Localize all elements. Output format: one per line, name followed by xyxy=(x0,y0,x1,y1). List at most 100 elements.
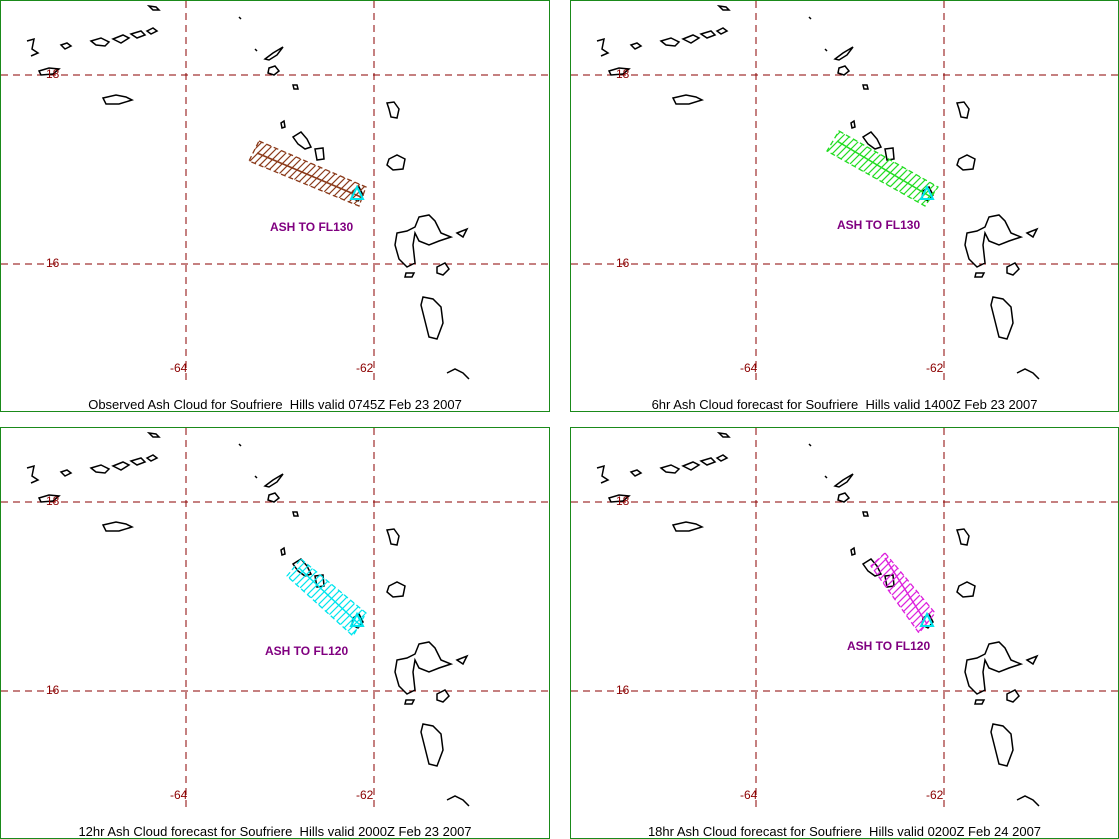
island-outline xyxy=(455,654,469,666)
island-outline xyxy=(596,464,610,484)
island-outline xyxy=(37,67,61,76)
panel-caption: 18hr Ash Cloud forecast for Soufriere Hi… xyxy=(647,824,1042,839)
island-outline xyxy=(129,30,147,39)
island-outline xyxy=(681,461,701,471)
volcano-icon xyxy=(919,611,935,627)
ash-cloud-hatching xyxy=(871,553,935,633)
lat-label-16: 16 xyxy=(46,683,60,697)
island-outline xyxy=(89,464,111,474)
island-outline xyxy=(292,511,299,517)
island-outline xyxy=(808,443,812,447)
island-outline xyxy=(292,84,299,90)
island-outline xyxy=(314,147,325,161)
lat-label-18: 18 xyxy=(46,67,60,81)
island-outline xyxy=(862,511,869,517)
lat-label-16: 16 xyxy=(46,256,60,270)
island-outline xyxy=(964,641,1024,695)
island-outline xyxy=(833,46,854,61)
island-outline xyxy=(671,94,705,105)
island-outline xyxy=(990,723,1014,767)
island-outline xyxy=(420,723,444,767)
lat-label-18: 18 xyxy=(616,494,630,508)
island-outline xyxy=(386,154,406,171)
island-outline xyxy=(1016,795,1040,807)
island-outline xyxy=(833,473,854,488)
island-outline xyxy=(26,37,40,57)
island-outline xyxy=(386,101,400,119)
island-outline xyxy=(436,262,450,276)
island-outline xyxy=(862,84,869,90)
island-outline xyxy=(111,461,131,471)
island-outline xyxy=(436,689,450,703)
island-outline xyxy=(254,48,258,52)
lon-label-62: -62 xyxy=(926,788,944,802)
map-canvas xyxy=(1,428,549,808)
panel-caption: Observed Ash Cloud for Soufriere Hills v… xyxy=(88,397,462,412)
island-outline xyxy=(386,528,400,546)
ash-cloud-hatching xyxy=(287,559,366,636)
lon-label-62: -62 xyxy=(926,361,944,375)
volcano-icon xyxy=(349,184,365,200)
ash-altitude-label: ASH TO FL120 xyxy=(265,644,349,658)
ash-altitude-label: ASH TO FL130 xyxy=(837,218,921,232)
island-outline xyxy=(404,699,416,705)
ash-cloud-outline xyxy=(826,130,939,207)
island-outline xyxy=(808,16,812,20)
panel-caption: 12hr Ash Cloud forecast for Soufriere Hi… xyxy=(78,824,472,839)
ash-cloud xyxy=(870,552,936,635)
island-outline xyxy=(596,37,610,57)
island-outline xyxy=(238,443,242,447)
lon-label-64: -64 xyxy=(740,361,758,375)
island-outline xyxy=(659,464,681,474)
map-canvas xyxy=(1,1,549,381)
island-outline xyxy=(446,795,470,807)
island-outline xyxy=(394,641,454,695)
island-outline xyxy=(990,296,1014,340)
island-outline xyxy=(956,154,976,171)
ash-cloud-outline xyxy=(286,558,367,638)
lon-label-62: -62 xyxy=(356,788,374,802)
island-outline xyxy=(267,492,281,503)
island-outline xyxy=(629,469,643,477)
island-outline xyxy=(964,214,1024,268)
island-outline xyxy=(974,699,986,705)
island-outline xyxy=(254,475,258,479)
island-outline xyxy=(974,272,986,278)
ash-cloud-axis xyxy=(884,557,928,625)
lat-label-16: 16 xyxy=(616,256,630,270)
island-outline xyxy=(455,227,469,239)
island-outline xyxy=(681,34,701,44)
island-outline xyxy=(238,16,242,20)
ash-cloud-axis xyxy=(836,140,932,198)
map-canvas xyxy=(571,428,1118,808)
island-outline xyxy=(420,296,444,340)
island-outline xyxy=(386,581,406,598)
island-outline xyxy=(824,475,828,479)
ash-altitude-label: ASH TO FL120 xyxy=(847,639,931,653)
island-outline xyxy=(716,431,731,438)
island-outline xyxy=(607,67,631,76)
map-panel-18hr-forecast: 18 16 -64 -62 ASH TO FL120 18hr Ash Clou… xyxy=(570,427,1119,839)
island-outline xyxy=(699,457,717,466)
lon-label-64: -64 xyxy=(170,361,188,375)
island-outline xyxy=(715,454,729,462)
ash-cloud xyxy=(286,558,367,638)
island-outline xyxy=(629,42,643,50)
ash-cloud-hatching xyxy=(827,131,938,206)
island-outline xyxy=(956,581,976,598)
island-outline xyxy=(111,34,131,44)
island-outline xyxy=(699,30,717,39)
island-outline xyxy=(101,521,135,532)
island-outline xyxy=(861,558,883,577)
map-canvas xyxy=(571,1,1118,381)
island-outline xyxy=(884,147,895,161)
map-panel-6hr-forecast: 18 16 -64 -62 ASH TO FL130 6hr Ash Cloud… xyxy=(570,0,1119,412)
island-outline xyxy=(404,272,416,278)
island-outline xyxy=(659,37,681,47)
panel-caption: 6hr Ash Cloud forecast for Soufriere Hil… xyxy=(651,397,1038,412)
map-panel-observed: 18 16 -64 -62 ASH TO FL130 Observed Ash … xyxy=(0,0,550,412)
island-outline xyxy=(146,431,161,438)
island-outline xyxy=(1006,262,1020,276)
ash-cloud-axis xyxy=(298,567,362,627)
island-outline xyxy=(1006,689,1020,703)
